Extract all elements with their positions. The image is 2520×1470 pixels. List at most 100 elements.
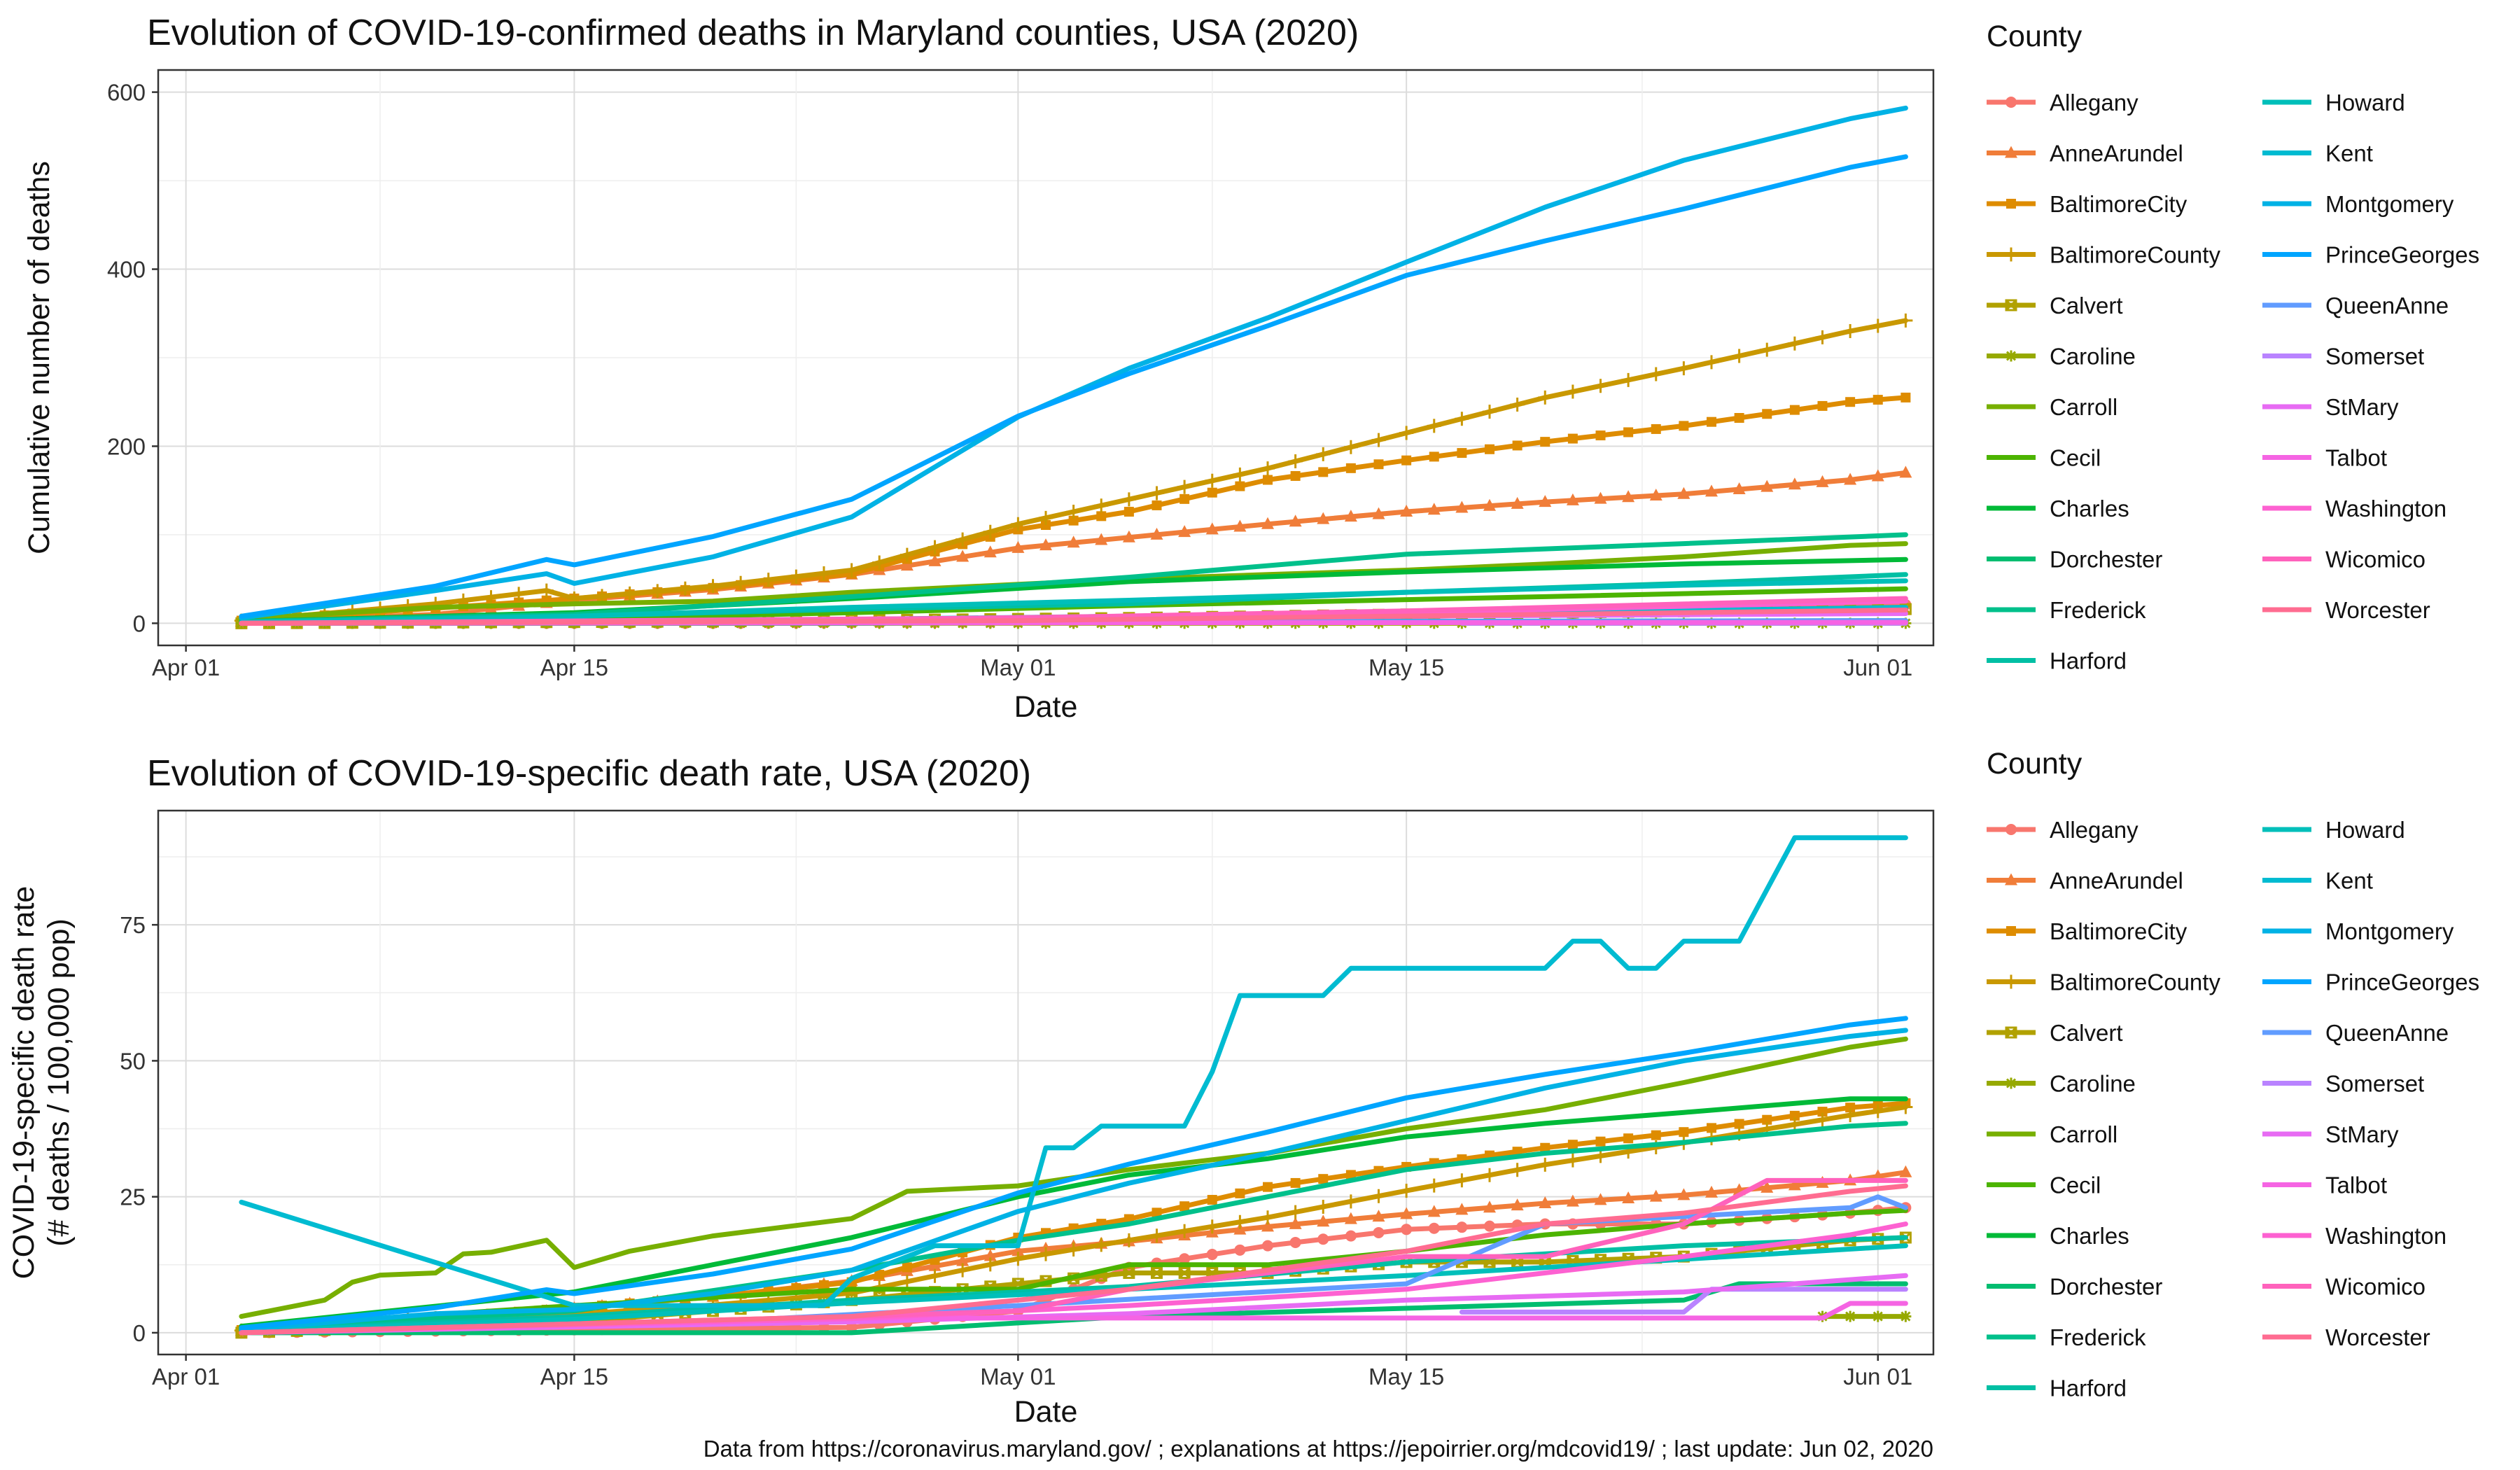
data-point [1261,1210,1275,1225]
data-point [1263,475,1273,485]
series-line-stmary [239,1273,1908,1336]
data-point [1233,519,1247,532]
series-line-harford [239,1235,1908,1334]
data-point [1011,1252,1026,1266]
legend-label: Worcester [2325,1324,2430,1350]
series-group [234,105,1913,629]
data-point [1594,491,1607,504]
data-point [1843,324,1858,339]
data-point [983,1257,997,1272]
data-point [1401,1224,1413,1236]
data-point [1843,1108,1858,1123]
data-point [1732,349,1746,363]
data-point [927,1268,942,1283]
legend-key-marker [2004,247,2018,262]
legend-label: Harford [2050,648,2127,674]
legend-item-charles: Charles [1987,1223,2129,1249]
x-tick-label: Apr 15 [540,654,608,680]
data-point [1289,514,1302,527]
data-point [1207,487,1217,498]
data-point [1233,467,1247,482]
data-point [1149,486,1164,500]
data-point [1343,440,1358,454]
data-point [1871,469,1884,482]
legend-item-howard: Howard [2262,90,2405,115]
legend-item-baltimorecity: BaltimoreCity [1987,918,2188,944]
legend-title: County [1987,20,2082,53]
x-tick-label: Apr 01 [152,1364,220,1390]
data-point [1343,1194,1358,1209]
legend-key-marker [2005,1077,2017,1089]
data-point [928,1259,941,1271]
data-point [1318,1174,1329,1184]
data-point [1456,1222,1468,1233]
x-tick-label: May 01 [980,654,1056,680]
legend-item-montgomery: Montgomery [2262,191,2454,217]
data-point [734,575,748,590]
series-charles [239,1096,1908,1329]
legend-label: Somerset [2325,344,2424,370]
legend-label: Dorchester [2050,1274,2162,1300]
data-point [1233,1214,1247,1229]
data-point [1095,533,1108,545]
series-line-worcester [239,607,1908,626]
data-point [1067,536,1080,548]
legend-key-marker [2005,350,2017,362]
legend-label: Montgomery [2325,918,2454,944]
series-harford [239,1235,1908,1334]
data-point [1483,1200,1496,1213]
data-point [1538,390,1553,405]
legend-item-kent: Kent [2262,141,2373,167]
data-point [1844,1310,1856,1322]
legend-title: County [1987,747,2082,780]
data-point [1261,1219,1274,1232]
data-point [1178,1266,1191,1279]
legend-label: Caroline [2050,1071,2136,1097]
data-point [1789,405,1800,415]
data-point [1760,342,1774,357]
data-point [1263,1182,1273,1192]
series-princegeorges [239,154,1908,619]
data-point [899,547,914,562]
data-point [1651,1130,1661,1140]
data-point [1485,444,1494,454]
data-point [1178,525,1191,538]
data-point [1235,481,1245,491]
legend-item-queenanne: QueenAnne [2262,293,2449,318]
legend-label: Montgomery [2325,191,2454,217]
data-point [1121,492,1136,507]
data-point [983,545,997,558]
data-point [1427,419,1441,433]
data-point [1677,486,1690,499]
data-point [1317,1214,1330,1227]
data-point [1151,1266,1163,1279]
y-tick-label: 600 [107,80,146,106]
data-point [899,1274,914,1289]
data-point [1180,1201,1190,1212]
legend-label: Washington [2325,1223,2446,1249]
data-point [1150,527,1163,540]
data-point [1622,490,1635,503]
legend-label: AnneArundel [2050,868,2183,894]
data-point [1344,1212,1357,1224]
legend-item-baltimorecity: BaltimoreCity [1987,191,2188,217]
data-point [872,555,887,570]
data-point [1455,1173,1469,1188]
panel-border [157,69,1935,647]
data-point [1845,397,1856,407]
data-point [1345,1230,1357,1242]
data-point [1817,400,1828,411]
data-point [1760,1180,1774,1193]
data-point [1816,475,1829,487]
legend-item-annearundel: AnneArundel [1987,868,2183,894]
x-tick-label: Jun 01 [1843,654,1912,680]
data-point [539,583,554,598]
x-axis-label: Date [1014,690,1078,724]
data-point [1399,1184,1414,1198]
legend-label: BaltimoreCounty [2050,242,2220,268]
data-point [1206,1249,1218,1261]
data-point [1371,1189,1386,1203]
data-point [1345,1170,1356,1180]
data-point [1066,505,1081,519]
